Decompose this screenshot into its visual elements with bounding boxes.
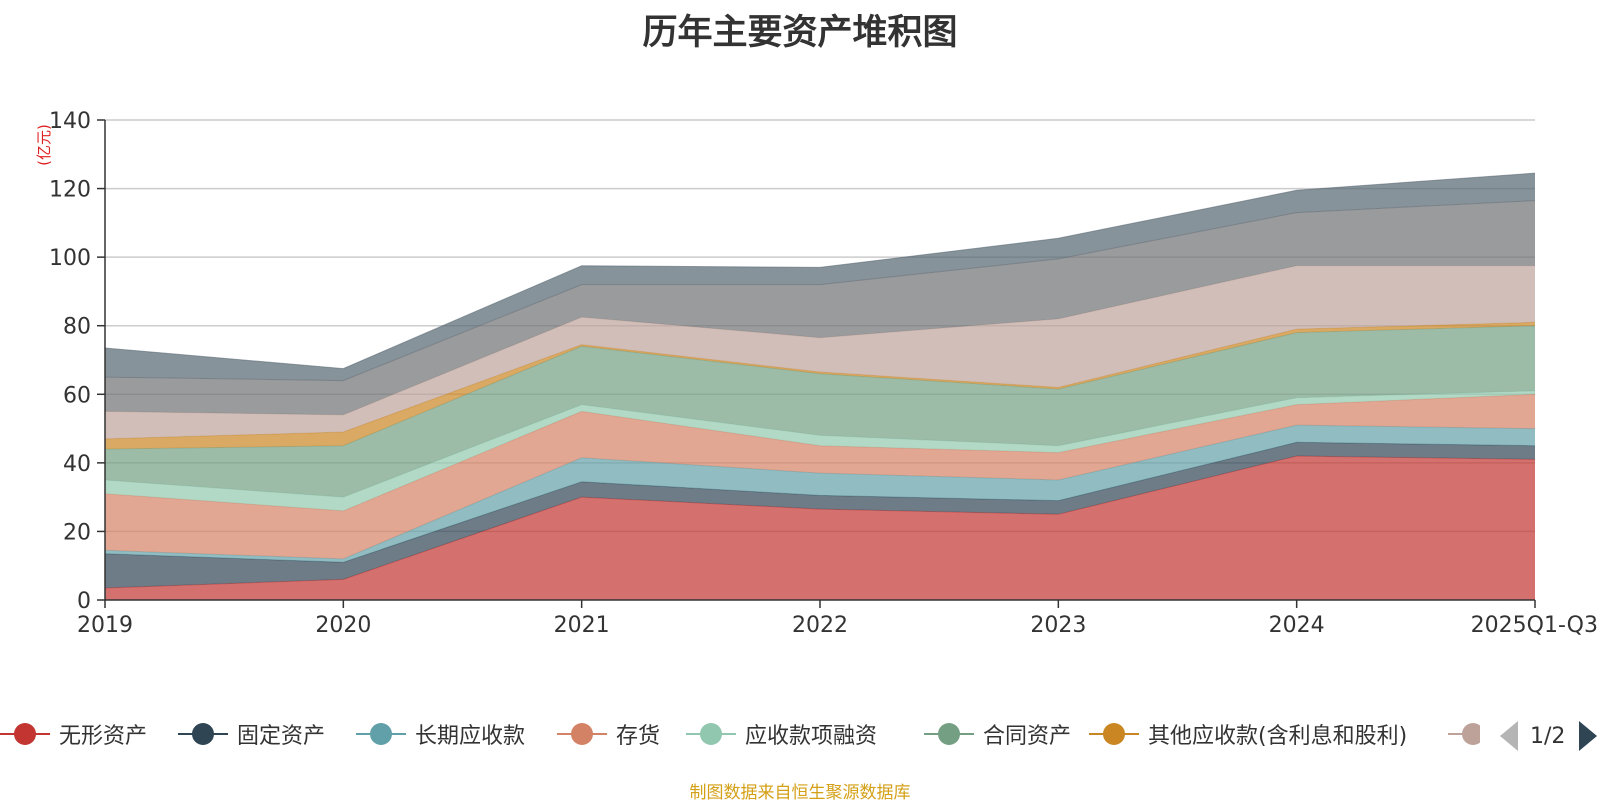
y-tick-label: 140 — [49, 109, 91, 134]
legend-swatch-dot — [1103, 723, 1125, 745]
y-tick-label: 120 — [49, 178, 91, 203]
legend-item[interactable]: 应收款项融资 — [686, 716, 877, 752]
area-series-7 — [105, 265, 1535, 439]
area-series-0 — [105, 456, 1535, 600]
legend-swatch-dot — [700, 723, 722, 745]
area-series-5 — [105, 325, 1535, 498]
legend-swatch-dot — [571, 723, 593, 745]
legend-swatch-icon — [1089, 716, 1139, 752]
legend-swatch-icon — [0, 716, 50, 752]
legend-swatch-icon — [924, 716, 974, 752]
legend-item[interactable]: 长期应收款 — [356, 716, 525, 752]
y-tick-label: 20 — [63, 520, 91, 545]
legend-swatch-icon — [356, 716, 406, 752]
chart-title: 历年主要资产堆积图 — [642, 13, 958, 53]
legend-swatch-dot — [14, 723, 36, 745]
legend-label: 合同资产 — [983, 724, 1072, 749]
legend-item[interactable]: 无形资产 — [0, 716, 147, 752]
legend-swatch-dot — [192, 723, 214, 745]
legend-item[interactable] — [1448, 716, 1480, 752]
area-series-edge-9 — [104, 172, 1536, 370]
x-tick-label: 2019 — [77, 613, 133, 638]
legend-item[interactable]: 存货 — [557, 716, 660, 752]
area-series-6 — [105, 322, 1535, 450]
legend-label: 无形资产 — [59, 724, 148, 749]
legend: 无形资产 固定资产 长期应收款 存货 应收款项融资 合同资产 其他应收款(含利息和股利) — [0, 716, 1600, 752]
legend-swatch-dot — [938, 723, 960, 745]
legend-item[interactable]: 合同资产 — [924, 716, 1071, 752]
legend-swatch-icon — [557, 716, 607, 752]
legend-next-page-button[interactable] — [1579, 721, 1598, 751]
legend-page-indicator: 1/2 — [1530, 723, 1566, 749]
x-tick-label: 2023 — [1030, 613, 1086, 638]
legend-swatch-dot — [370, 723, 392, 745]
legend-label: 长期应收款 — [415, 724, 526, 749]
area-series-1 — [105, 442, 1535, 588]
stacked-areas — [104, 172, 1536, 600]
y-axis-unit-label: (亿元) — [35, 124, 53, 166]
y-tick-label: 60 — [63, 383, 91, 408]
x-tick-label: 2020 — [315, 613, 371, 638]
legend-swatch-dot — [1462, 723, 1480, 745]
area-series-2 — [105, 425, 1535, 563]
area-series-3 — [105, 394, 1535, 559]
legend-swatch-icon — [178, 716, 228, 752]
area-series-8 — [105, 200, 1535, 415]
legend-item[interactable]: 固定资产 — [178, 716, 325, 752]
legend-label: 应收款项融资 — [745, 724, 878, 749]
area-series-9 — [105, 173, 1535, 381]
legend-swatch-icon — [1448, 716, 1480, 752]
y-tick-label: 100 — [49, 246, 91, 271]
x-tick-label: 2021 — [554, 613, 610, 638]
legend-label: 固定资产 — [237, 724, 326, 749]
x-tick-label: 2022 — [792, 613, 848, 638]
legend-label: 其他应收款(含利息和股利) — [1148, 724, 1408, 749]
x-tick-label: 2025Q1-Q3 — [1471, 613, 1598, 638]
legend-label: 存货 — [616, 724, 661, 749]
area-series-4 — [105, 390, 1535, 511]
y-tick-label: 40 — [63, 452, 91, 477]
y-tick-label: 0 — [77, 589, 91, 614]
legend-item[interactable]: 其他应收款(含利息和股利) — [1089, 716, 1407, 752]
legend-swatch-icon — [686, 716, 736, 752]
source-note: 制图数据来自恒生聚源数据库 — [689, 783, 911, 803]
legend-prev-page-button[interactable] — [1500, 721, 1518, 751]
y-tick-label: 80 — [63, 315, 91, 340]
legend-pager: 1/2 — [1500, 718, 1598, 754]
x-tick-label: 2024 — [1269, 613, 1325, 638]
axes: 0 20 40 60 80 100 120 140 2019 2020 2021 2022 2023 20… — [49, 109, 1598, 638]
